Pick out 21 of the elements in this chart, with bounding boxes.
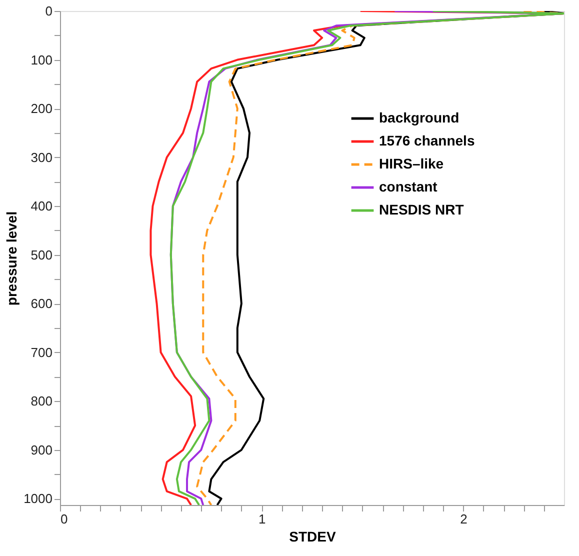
y-tick-label: 200 xyxy=(30,101,52,116)
y-tick-label: 1000 xyxy=(24,491,52,506)
x-tick-label: 1 xyxy=(258,512,266,526)
y-tick-label: 0 xyxy=(45,4,52,18)
y-tick-label: 800 xyxy=(30,394,52,409)
legend-label: HIRS–like xyxy=(379,156,444,172)
y-axis-title: pressure level xyxy=(4,211,20,306)
y-tick-label: 100 xyxy=(30,52,52,68)
legend-label: constant xyxy=(379,178,438,194)
x-tick-label: 2 xyxy=(460,512,468,526)
legend-label: 1576 channels xyxy=(379,132,475,148)
x-tick-label: 0 xyxy=(60,512,68,526)
y-tick-label: 900 xyxy=(30,442,52,458)
legend-label: background xyxy=(379,110,460,126)
y-tick-label: 300 xyxy=(30,150,52,165)
y-tick-label: 600 xyxy=(30,296,52,312)
legend-label: NESDIS NRT xyxy=(379,202,464,218)
y-tick-label: 700 xyxy=(30,344,52,360)
y-tick-label: 400 xyxy=(30,198,52,214)
y-tick-label: 500 xyxy=(30,247,52,262)
x-axis-title: STDEV xyxy=(289,528,336,544)
